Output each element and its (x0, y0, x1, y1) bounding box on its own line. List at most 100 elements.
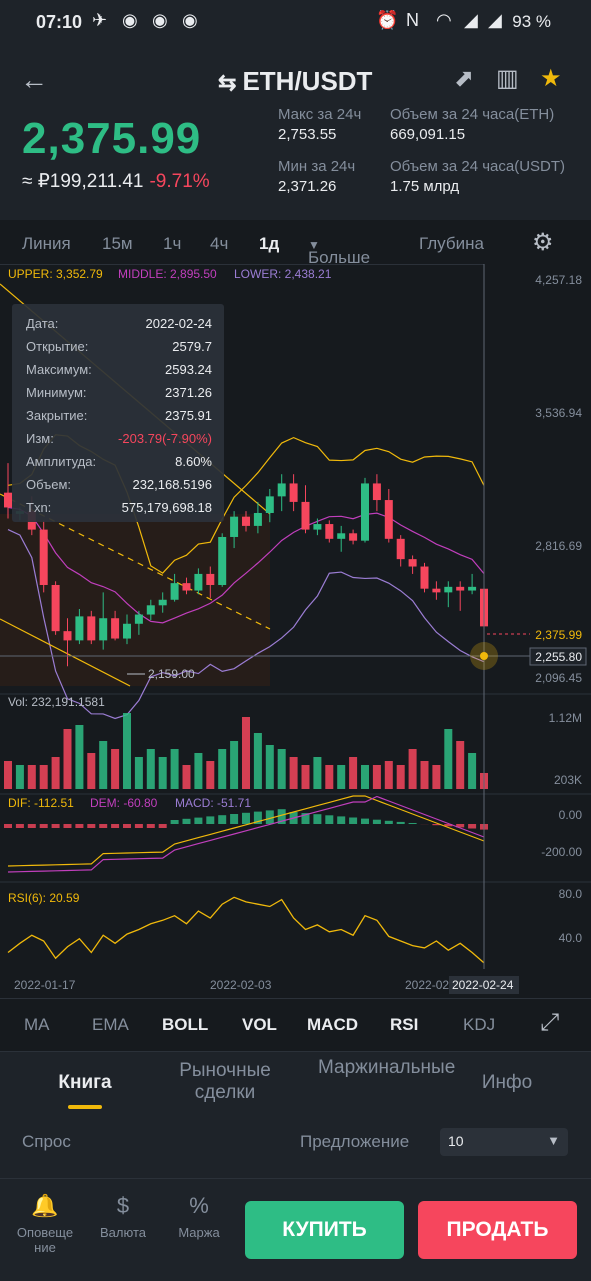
depth-select[interactable]: 10▼ (440, 1128, 568, 1156)
nav-currency[interactable]: $Валюта (90, 1193, 156, 1240)
active-tab-indicator (68, 1105, 102, 1109)
macd-bar (16, 824, 24, 828)
volume-bar (230, 741, 238, 789)
tooltip-label: Объем: (26, 477, 71, 492)
tooltip-label: Изм: (26, 431, 54, 446)
candle (278, 483, 286, 496)
macd-dem-label: DEM: -60.80 (90, 796, 158, 810)
macd-bar (4, 824, 12, 828)
candle (361, 483, 369, 540)
fullscreen-icon[interactable]: ⤢ (540, 1009, 559, 1037)
tooltip-value: 2579.7 (172, 339, 212, 354)
candle (432, 589, 440, 593)
volume-label: Vol: 232,191.1581 (8, 695, 105, 709)
candle (456, 587, 464, 591)
nav-alerts[interactable]: 🔔Оповеще ние (12, 1193, 78, 1255)
wifi-icon: ◠ (436, 10, 452, 31)
candle (254, 513, 262, 526)
boll-lower-label: LOWER: 2,438.21 (234, 267, 332, 281)
volume-bar (313, 757, 321, 789)
tab-line[interactable]: Линия (22, 234, 71, 254)
indicator-rsi[interactable]: RSI (390, 1015, 418, 1035)
stat-value: 669,091.15 (390, 126, 554, 143)
tab-more[interactable]: Больше ▼ (308, 234, 320, 254)
volume-tick: 1.12M (549, 711, 582, 725)
tab-4h[interactable]: 4ч (210, 234, 228, 254)
crosshair-date-label: 2022-02-24 (452, 978, 514, 992)
volume-bar (302, 765, 310, 789)
tab-book[interactable]: Книга (40, 1072, 130, 1094)
ask-label: Предложение (300, 1132, 409, 1152)
share-icon[interactable]: ⬈ (454, 64, 474, 93)
tab-1h[interactable]: 1ч (163, 234, 181, 254)
candle (397, 539, 405, 559)
tab-info[interactable]: Инфо (462, 1072, 552, 1094)
indicator-vol[interactable]: VOL (242, 1015, 277, 1035)
tab-1d[interactable]: 1д (259, 234, 279, 254)
chart-settings-icon[interactable]: ⚙ (532, 228, 554, 257)
sell-button[interactable]: ПРОДАТЬ (418, 1201, 577, 1259)
volume-bar (135, 757, 143, 789)
price-tick: 4,257.18 (535, 273, 582, 287)
indicator-kdj[interactable]: KDJ (463, 1015, 495, 1035)
indicator-ema[interactable]: EMA (92, 1015, 129, 1035)
macd-bar (64, 824, 72, 828)
indicator-macd[interactable]: MACD (307, 1015, 358, 1035)
nav-margin[interactable]: %Маржа (166, 1193, 232, 1240)
tab-15m[interactable]: 15м (102, 234, 133, 254)
stat-volume-eth: Объем за 24 часа(ETH)669,091.15 (390, 106, 554, 143)
macd-bar (111, 824, 119, 828)
pair-title[interactable]: ⇆ETH/USDT (218, 66, 372, 97)
candle (40, 530, 48, 585)
volume-bar (183, 765, 191, 789)
macd-bar (242, 813, 250, 824)
macd-tick: 0.00 (559, 808, 583, 822)
chevron-down-icon: ▼ (547, 1133, 560, 1148)
tab-depth[interactable]: Глубина (419, 234, 484, 254)
price-chart[interactable]: UPPER: 3,352.79 MIDDLE: 2,895.50 LOWER: … (0, 264, 591, 998)
candle (421, 567, 429, 589)
indicator-ma[interactable]: MA (24, 1015, 50, 1035)
nav-alerts-label: Оповеще ние (17, 1225, 73, 1255)
indicator-boll[interactable]: BOLL (162, 1015, 208, 1035)
candle (52, 585, 60, 631)
nfc-icon: N (406, 10, 419, 31)
candle (373, 483, 381, 500)
chart-canvas[interactable]: UPPER: 3,352.79 MIDDLE: 2,895.50 LOWER: … (0, 264, 591, 998)
swap-icon: ⇆ (218, 70, 236, 95)
tooltip-label: Минимум: (26, 385, 87, 400)
rsi-tick: 80.0 (559, 887, 583, 901)
margin-icon: % (166, 1193, 232, 1219)
back-arrow-icon[interactable]: ← (20, 64, 48, 96)
volume-bar (99, 741, 107, 789)
volume-bar (147, 749, 155, 789)
candle (409, 559, 417, 566)
crosshair-price-label: 2,255.80 (535, 650, 582, 664)
indicator-bar: MA EMA BOLL VOL MACD RSI KDJ ⤢ (0, 998, 591, 1052)
buy-button[interactable]: КУПИТЬ (245, 1201, 404, 1259)
status-bar: 07:10 ✈ ◉ ◉ ◉ ⏰ N ◠ ◢ ◢ 93 % (0, 0, 591, 44)
tab-margin[interactable]: Маржинальные (318, 1057, 414, 1079)
candle (194, 574, 202, 591)
macd-bar (75, 824, 83, 828)
stat-label: Макс за 24ч (278, 106, 361, 123)
tooltip-label: Txn: (26, 500, 51, 515)
volume-bar (290, 757, 298, 789)
current-price-label: 2,375.99 (535, 628, 582, 642)
candle (206, 574, 214, 585)
stat-high: Макс за 24ч 2,753.55 (278, 106, 361, 143)
last-price: 2,375.99 (22, 114, 201, 164)
macd-dif-label: DIF: -112.51 (8, 796, 74, 810)
tooltip-value: 2371.26 (165, 385, 212, 400)
telegram-icon: ✈ (92, 10, 107, 31)
macd-label: MACD: -51.71 (175, 796, 251, 810)
layout-icon[interactable]: ▥ (496, 64, 519, 93)
candle (218, 537, 226, 585)
macd-bar (135, 824, 143, 828)
candle (111, 618, 119, 638)
tab-trades[interactable]: Рыночные сделки (168, 1060, 282, 1104)
volume-bar (432, 765, 440, 789)
stat-value: 2,753.55 (278, 126, 361, 143)
favorite-star-icon[interactable]: ★ (540, 64, 562, 93)
